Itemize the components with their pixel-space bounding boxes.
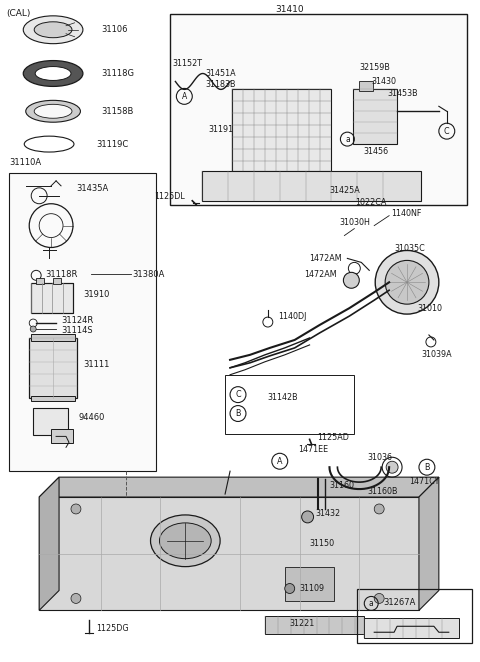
Bar bbox=[53, 278, 61, 284]
Ellipse shape bbox=[34, 105, 72, 118]
Text: 31109: 31109 bbox=[300, 584, 325, 593]
Bar bbox=[265, 616, 364, 634]
Circle shape bbox=[374, 504, 384, 514]
Text: 31158B: 31158B bbox=[101, 107, 133, 116]
Bar bbox=[33, 408, 68, 436]
Bar bbox=[170, 14, 467, 205]
Bar bbox=[202, 171, 421, 201]
Bar bbox=[29, 338, 77, 398]
Text: 31152T: 31152T bbox=[172, 59, 203, 68]
Bar bbox=[285, 567, 335, 601]
Polygon shape bbox=[419, 477, 439, 610]
Bar bbox=[31, 283, 73, 313]
Text: 32159B: 32159B bbox=[360, 63, 390, 72]
Circle shape bbox=[385, 260, 429, 304]
Text: 31119C: 31119C bbox=[96, 140, 128, 148]
Bar bbox=[225, 375, 354, 434]
Text: 31425A: 31425A bbox=[329, 186, 360, 195]
Ellipse shape bbox=[35, 67, 71, 81]
Ellipse shape bbox=[151, 515, 220, 567]
Text: 31106: 31106 bbox=[101, 25, 127, 34]
Text: 31910: 31910 bbox=[83, 290, 109, 299]
Text: C: C bbox=[444, 126, 450, 136]
Text: B: B bbox=[235, 409, 241, 418]
Text: 31142B: 31142B bbox=[268, 393, 299, 402]
Text: 31456: 31456 bbox=[363, 146, 388, 156]
Text: 31380A: 31380A bbox=[132, 270, 165, 279]
Circle shape bbox=[285, 583, 295, 593]
Text: 1471CY: 1471CY bbox=[409, 477, 439, 486]
Bar bbox=[31, 283, 73, 313]
Text: 31150: 31150 bbox=[310, 540, 335, 548]
Text: 31453B: 31453B bbox=[387, 89, 418, 98]
Ellipse shape bbox=[26, 101, 81, 122]
Polygon shape bbox=[39, 477, 439, 497]
Text: (CAL): (CAL) bbox=[6, 9, 31, 19]
Text: 31010: 31010 bbox=[417, 304, 442, 312]
Text: 31451A: 31451A bbox=[205, 69, 236, 78]
Text: 31221: 31221 bbox=[290, 619, 315, 628]
Text: 31183B: 31183B bbox=[205, 80, 236, 89]
Bar bbox=[360, 81, 373, 91]
Text: 1472AM: 1472AM bbox=[310, 254, 342, 263]
Text: 31030H: 31030H bbox=[339, 218, 370, 227]
Text: A: A bbox=[182, 92, 187, 101]
Ellipse shape bbox=[159, 523, 211, 559]
Bar bbox=[232, 89, 332, 171]
Bar bbox=[51, 430, 73, 444]
Text: 1140NF: 1140NF bbox=[391, 209, 421, 218]
Text: 31432: 31432 bbox=[315, 510, 341, 518]
Text: 31035C: 31035C bbox=[394, 244, 425, 253]
Circle shape bbox=[71, 504, 81, 514]
Text: 1140DJ: 1140DJ bbox=[278, 312, 306, 320]
Circle shape bbox=[375, 250, 439, 314]
Text: a: a bbox=[345, 134, 350, 144]
Circle shape bbox=[30, 326, 36, 332]
Text: 31410: 31410 bbox=[276, 5, 304, 15]
Text: 1125DL: 1125DL bbox=[155, 192, 185, 201]
Bar bbox=[353, 89, 397, 144]
Text: 31160: 31160 bbox=[329, 481, 354, 490]
Circle shape bbox=[374, 593, 384, 604]
Text: A: A bbox=[277, 457, 283, 466]
Text: 31160B: 31160B bbox=[367, 487, 398, 496]
Text: 1125DG: 1125DG bbox=[96, 624, 129, 633]
Text: 31039A: 31039A bbox=[421, 350, 452, 359]
Text: 1471EE: 1471EE bbox=[298, 445, 328, 454]
Text: 31191: 31191 bbox=[208, 124, 233, 134]
Circle shape bbox=[386, 461, 398, 473]
Bar bbox=[364, 618, 459, 638]
Text: 1022CA: 1022CA bbox=[355, 198, 387, 207]
Text: 31124R: 31124R bbox=[61, 316, 93, 324]
Text: 31430: 31430 bbox=[371, 77, 396, 86]
Text: 31111: 31111 bbox=[83, 360, 109, 369]
Bar bbox=[36, 278, 44, 284]
Text: 31114S: 31114S bbox=[61, 326, 93, 334]
Text: 1125AD: 1125AD bbox=[318, 433, 349, 442]
Polygon shape bbox=[39, 477, 59, 610]
Bar bbox=[357, 589, 472, 643]
Text: 31435A: 31435A bbox=[76, 184, 108, 193]
Text: 31118G: 31118G bbox=[101, 69, 134, 78]
Bar bbox=[9, 173, 156, 471]
Text: 1472AM: 1472AM bbox=[305, 270, 337, 279]
Bar bbox=[31, 334, 75, 341]
Text: 31267A: 31267A bbox=[383, 598, 416, 607]
Text: B: B bbox=[424, 463, 430, 472]
Text: 31118R: 31118R bbox=[45, 270, 77, 279]
Ellipse shape bbox=[34, 22, 72, 38]
Polygon shape bbox=[39, 497, 419, 610]
Ellipse shape bbox=[23, 61, 83, 87]
Text: 31110A: 31110A bbox=[9, 158, 41, 167]
Circle shape bbox=[343, 272, 360, 288]
Ellipse shape bbox=[23, 16, 83, 44]
Text: 31036: 31036 bbox=[367, 453, 392, 462]
Text: C: C bbox=[235, 390, 241, 399]
Text: a: a bbox=[369, 599, 373, 608]
Bar bbox=[31, 396, 75, 401]
Text: 94460: 94460 bbox=[79, 413, 105, 422]
Circle shape bbox=[71, 593, 81, 604]
Circle shape bbox=[301, 511, 313, 523]
